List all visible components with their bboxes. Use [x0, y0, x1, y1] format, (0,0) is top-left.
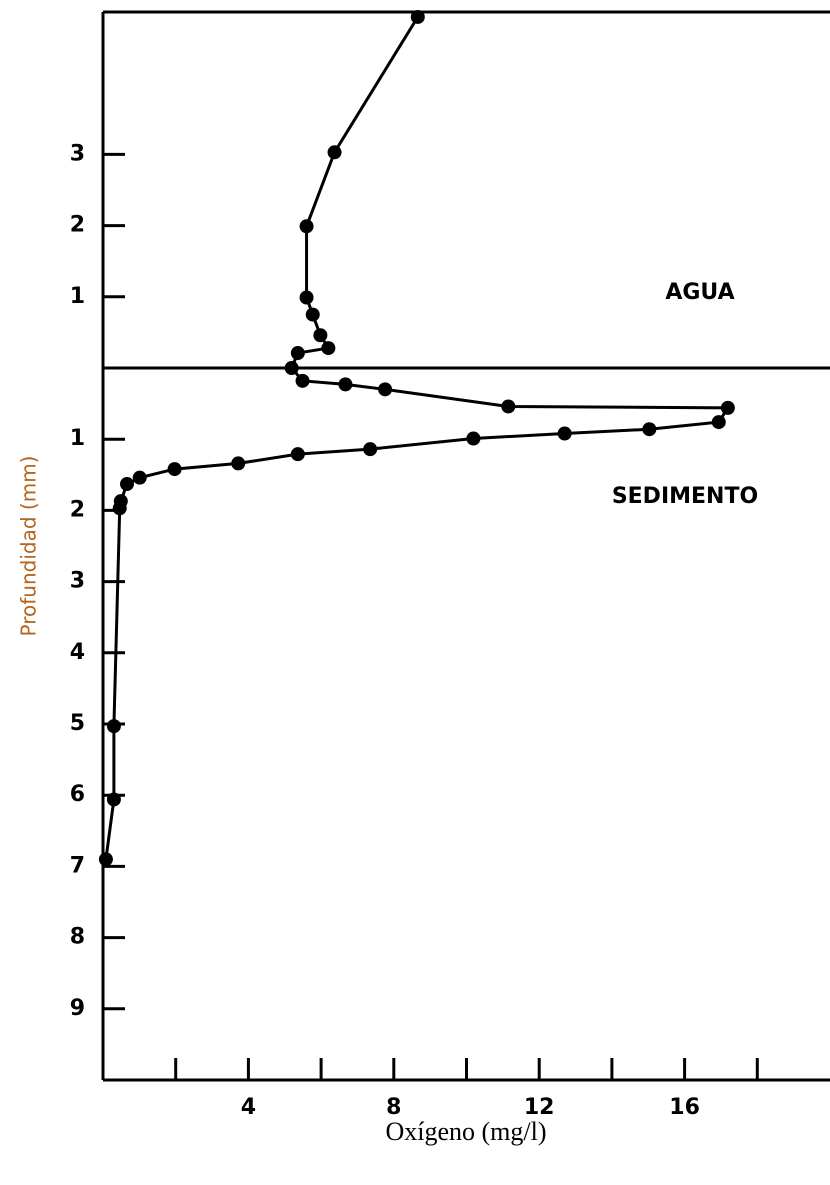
- data-point: [119, 477, 134, 492]
- data-point: [466, 431, 481, 446]
- data-point: [299, 219, 314, 234]
- data-point: [106, 719, 121, 734]
- data-point: [290, 447, 305, 462]
- data-point: [338, 377, 353, 392]
- data-point: [112, 501, 127, 516]
- data-point: [295, 373, 310, 388]
- y-tick-label: 2: [70, 497, 85, 522]
- data-point: [284, 361, 299, 375]
- data-point: [327, 145, 342, 160]
- y-tick-label: 1: [70, 426, 85, 451]
- data-point: [98, 852, 113, 867]
- x-tick-label: 4: [241, 1095, 256, 1120]
- y-tick-label: 1: [70, 284, 85, 309]
- data-point: [299, 290, 314, 305]
- data-point: [378, 382, 393, 397]
- data-point: [410, 9, 425, 24]
- data-point: [132, 470, 147, 485]
- data-point: [231, 456, 246, 471]
- annotation: SEDIMENTO: [612, 484, 758, 509]
- data-point: [321, 341, 336, 356]
- data-point: [642, 422, 657, 437]
- data-point: [363, 442, 378, 457]
- data-point: [557, 426, 572, 441]
- x-tick-label: 16: [669, 1095, 700, 1120]
- data-point: [167, 462, 182, 477]
- x-tick-label: 12: [524, 1095, 555, 1120]
- y-tick-label: 7: [70, 853, 85, 878]
- data-point: [305, 307, 320, 322]
- data-point: [720, 400, 735, 415]
- y-tick-label: 5: [70, 711, 85, 736]
- x-axis-label: Oxígeno (mg/l): [385, 1117, 546, 1146]
- y-tick-label: 6: [70, 782, 85, 807]
- data-point: [313, 328, 328, 343]
- y-tick-label: 4: [70, 640, 85, 665]
- y-tick-label: 2: [70, 213, 85, 238]
- y-tick-label: 3: [70, 141, 85, 166]
- x-tick-label: 8: [386, 1095, 401, 1120]
- data-point: [711, 415, 726, 430]
- data-point: [106, 792, 121, 807]
- y-axis-label: Profundidad (mm): [17, 456, 41, 637]
- y-tick-label: 3: [70, 569, 85, 594]
- data-point: [290, 346, 305, 361]
- y-tick-label: 9: [70, 996, 85, 1021]
- data-point: [501, 399, 516, 414]
- y-tick-label: 8: [70, 925, 85, 950]
- profile-line: [104, 16, 731, 860]
- annotation: AGUA: [665, 280, 734, 305]
